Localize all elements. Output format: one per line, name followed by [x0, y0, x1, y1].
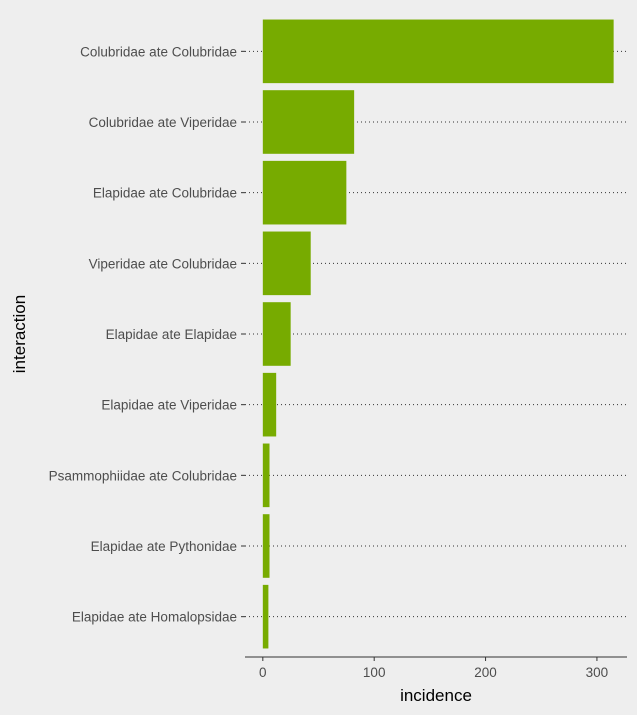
- y-tick-label: Elapidae ate Viperidae: [101, 398, 237, 413]
- bar: [262, 19, 614, 84]
- bar: [262, 443, 270, 508]
- x-tick-label: 0: [259, 665, 267, 680]
- bar: [262, 231, 311, 296]
- y-axis-title: interaction: [10, 295, 29, 373]
- y-tick-label: Elapidae ate Homalopsidae: [72, 610, 237, 625]
- y-axis-tick-labels: Colubridae ate Colubridae Colubridae ate …: [49, 44, 245, 625]
- x-tick-label: 300: [586, 665, 609, 680]
- y-tick-label: Colubridae ate Colubridae: [80, 44, 237, 59]
- x-tick-label: 200: [474, 665, 497, 680]
- bar: [262, 90, 355, 154]
- bar: [262, 372, 277, 437]
- y-tick-label: Viperidae ate Colubridae: [89, 256, 237, 271]
- bars: [262, 19, 614, 649]
- y-tick-label: Elapidae ate Colubridae: [93, 186, 237, 201]
- x-axis-title: incidence: [400, 686, 472, 705]
- y-tick-label: Elapidae ate Pythonidae: [91, 539, 237, 554]
- bar: [262, 584, 269, 649]
- x-tick-label: 100: [363, 665, 386, 680]
- y-tick-label: Colubridae ate Viperidae: [89, 115, 237, 130]
- bar: [262, 160, 347, 225]
- y-tick-label: Elapidae ate Elapidae: [106, 327, 237, 342]
- x-axis: 0 100 200 300: [245, 656, 627, 680]
- y-tick-label: Psammophiidae ate Colubridae: [49, 468, 237, 483]
- bar: [262, 514, 270, 578]
- bar: [262, 302, 291, 366]
